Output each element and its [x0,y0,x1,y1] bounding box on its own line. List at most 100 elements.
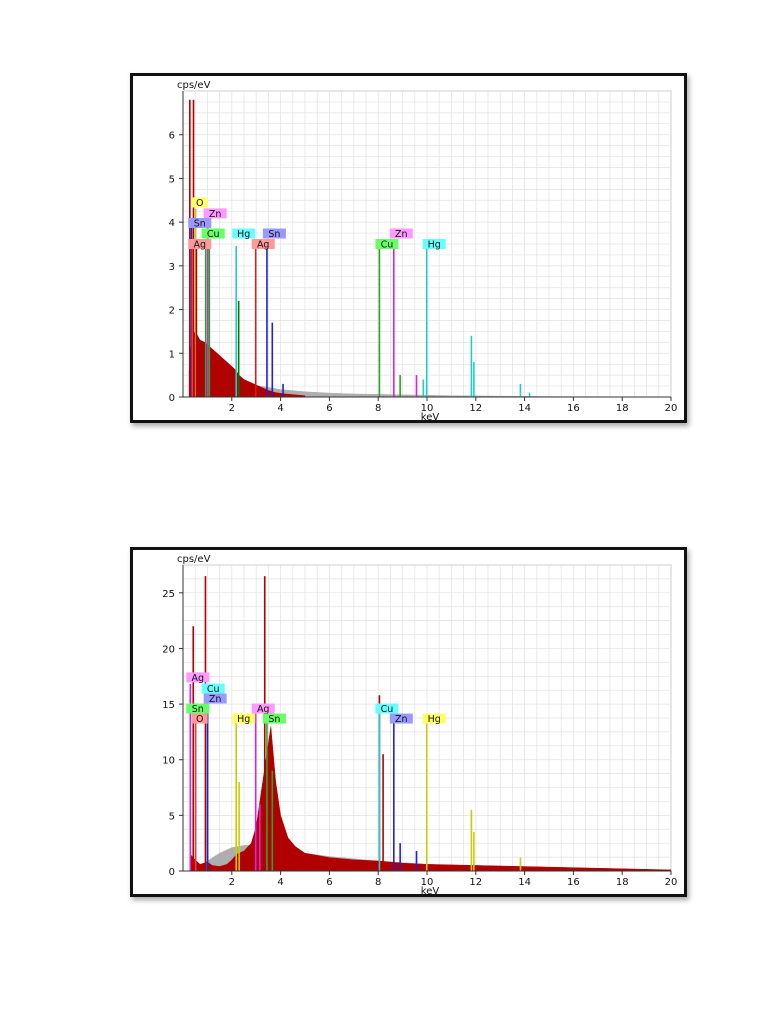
element-label-text: Ag [192,673,205,684]
element-label: Ag [251,703,275,715]
y-tick-label: 10 [162,756,175,767]
element-label: Cu [375,703,399,715]
element-label-text: Zn [209,694,222,705]
element-label: Cu [375,239,399,251]
x-tick-label: 16 [567,403,580,414]
y-tick-label: 6 [169,131,175,142]
element-label-text: Hg [428,240,441,251]
y-axis-label: cps/eV [177,80,211,91]
element-label-box [188,218,212,229]
element-label: Cu [201,683,225,695]
element-label: Sn [262,228,286,240]
x-tick-label: 8 [375,877,381,888]
element-label-box [389,713,413,724]
element-label: Hg [422,713,446,725]
element-label-box [422,239,446,249]
element-label-box [186,703,210,714]
element-label-text: Cu [381,240,394,251]
y-tick-label: 15 [162,700,175,711]
element-label-text: O [196,198,203,209]
y-tick-label: 5 [169,811,175,822]
element-label-box [262,228,286,239]
x-tick-label: 18 [616,403,629,414]
x-tick-label: 14 [518,403,531,414]
element-label: Sn [262,713,286,725]
element-label-text: Zn [395,229,408,240]
element-label-text: Hg [428,714,441,725]
element-label: Sn [188,218,212,230]
y-tick-label: 0 [169,867,175,878]
element-label: Ag [186,672,210,684]
element-label-box [191,713,208,724]
x-tick-label: 8 [375,403,381,414]
element-label: Hg [232,228,256,240]
x-tick-label: 2 [229,403,235,414]
element-label-text: Sn [194,219,206,230]
element-label-text: O [196,714,203,725]
element-label-box [389,228,413,239]
element-label-text: Zn [395,714,408,725]
x-tick-label: 16 [567,877,580,888]
y-tick-label: 5 [169,174,175,185]
y-tick-label: 20 [162,644,175,655]
x-tick-label: 10 [421,403,434,414]
element-label: Ag [251,239,275,251]
element-label-text: Ag [257,240,270,251]
x-tick-label: 20 [665,403,678,414]
y-tick-label: 1 [169,349,175,360]
element-label: Zn [389,713,413,725]
element-label: Zn [389,228,413,240]
x-tick-label: 12 [469,403,482,414]
element-label: Zn [203,208,227,220]
element-label-text: Hg [237,229,250,240]
x-axis-label: keV [421,412,440,420]
element-label: Cu [201,228,225,240]
x-tick-label: 6 [326,403,332,414]
element-label-text: Sn [268,229,280,240]
element-label-box [262,713,286,724]
element-label-box [201,683,225,694]
x-axis-label: keV [421,886,440,894]
x-tick-label: 10 [421,877,434,888]
element-label-text: Ag [194,240,207,251]
element-label-box [251,239,275,249]
x-tick-label: 2 [229,877,235,888]
y-tick-label: 4 [169,218,175,229]
eds-spectrum-panel-1: O Zn Sn Cu Hg Sn Ag Ag Zn Cu Hg 2 4 6 8 10 12 14 16 18 20 0 1 2… [130,73,687,423]
y-tick-label: 0 [169,393,175,404]
eds-spectrum-panel-2: Ag Cu Zn Sn O Hg Ag Sn Cu Zn Hg 2 4 6 8 10 12 14 16 18 20 0 5 1… [130,547,687,897]
element-label-box [251,703,275,714]
x-tick-label: 4 [277,877,283,888]
y-tick-label: 3 [169,262,175,273]
x-tick-label: 14 [518,877,531,888]
x-tick-label: 4 [277,403,283,414]
element-label-text: Cu [207,684,220,695]
element-label-text: Cu [381,704,394,715]
element-label-box [422,713,446,724]
element-label: Hg [232,713,256,725]
element-label: O [191,713,208,725]
y-tick-label: 2 [169,306,175,317]
element-label: Hg [422,239,446,251]
element-label-box [186,672,210,683]
element-label-text: Zn [209,209,222,220]
element-label-text: Cu [207,229,220,240]
element-label-box [375,703,399,714]
element-label-text: Sn [192,704,204,715]
x-tick-label: 6 [326,877,332,888]
element-label-box [203,208,227,219]
element-label-box [191,197,208,208]
element-label-box [201,228,225,239]
element-label: Ag [188,239,212,251]
spectral-lines [189,99,531,397]
element-label-box [232,228,256,239]
x-tick-label: 12 [469,877,482,888]
element-label: Sn [186,703,210,715]
spectral-lines [189,576,522,871]
element-label-text: Ag [257,704,270,715]
element-label-box [375,239,399,249]
element-label-text: Hg [237,714,250,725]
